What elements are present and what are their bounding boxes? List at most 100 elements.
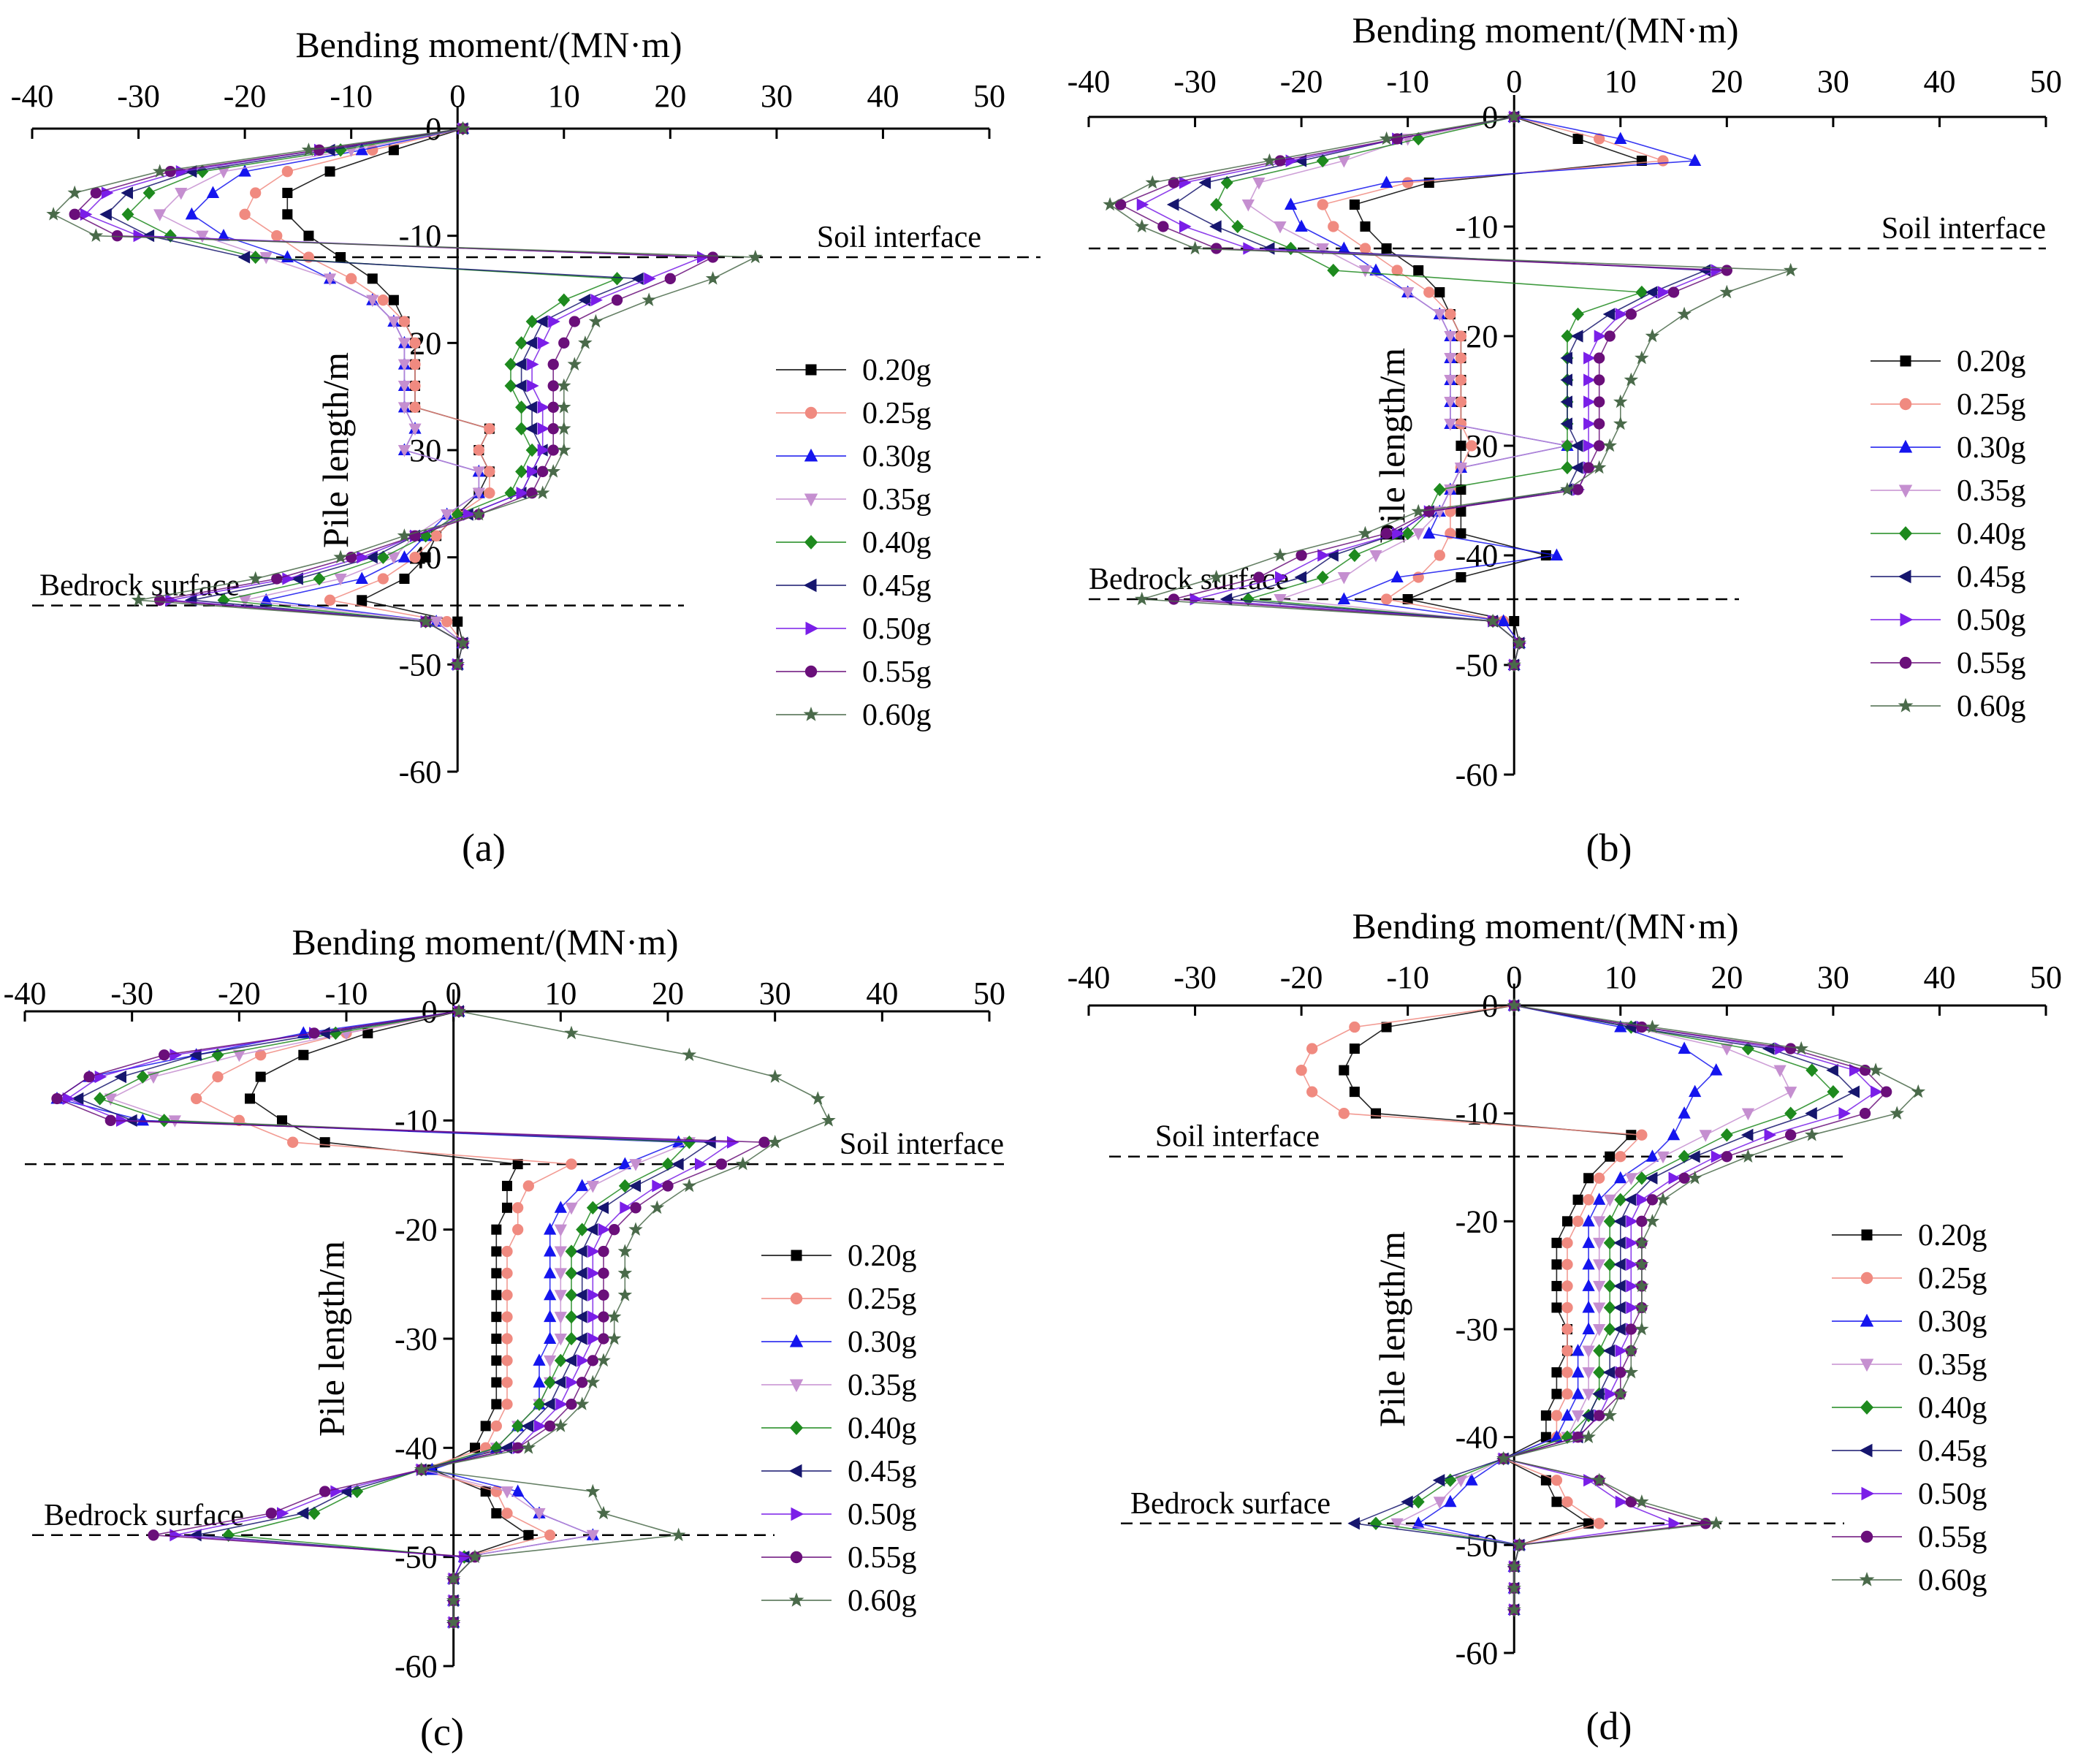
data-point bbox=[1594, 418, 1605, 430]
data-point bbox=[468, 1549, 482, 1564]
legend-label: 0.25g bbox=[848, 1282, 917, 1316]
data-point bbox=[1507, 1581, 1522, 1594]
data-point bbox=[472, 466, 485, 479]
data-point bbox=[1454, 463, 1468, 475]
data-point bbox=[587, 1355, 598, 1366]
data-point bbox=[544, 1309, 557, 1323]
data-point bbox=[1668, 1171, 1681, 1185]
legend-entry: 0.45g bbox=[1832, 1434, 1987, 1468]
data-point bbox=[455, 121, 471, 135]
x-tick-label: 0 bbox=[449, 78, 465, 114]
y-tick-label: -10 bbox=[1456, 1096, 1499, 1132]
x-tick-label: -20 bbox=[1280, 959, 1323, 995]
data-point bbox=[175, 188, 188, 200]
x-tick-label: 10 bbox=[1605, 959, 1637, 995]
data-point bbox=[501, 1311, 513, 1323]
data-point bbox=[1583, 395, 1596, 408]
data-point bbox=[277, 1115, 287, 1126]
series-line bbox=[73, 128, 713, 665]
data-point bbox=[504, 357, 517, 371]
data-point bbox=[1561, 1430, 1574, 1444]
data-point bbox=[71, 1092, 84, 1106]
data-point bbox=[1401, 1495, 1413, 1508]
data-point bbox=[1635, 1171, 1648, 1185]
data-point bbox=[598, 1223, 611, 1236]
data-point bbox=[1423, 286, 1435, 298]
data-point bbox=[1274, 594, 1287, 607]
data-point bbox=[1624, 1343, 1639, 1357]
x-tick-label: 0 bbox=[1506, 64, 1522, 99]
data-point bbox=[587, 1288, 600, 1301]
legend-marker bbox=[804, 665, 818, 678]
data-point bbox=[67, 185, 83, 199]
data-point bbox=[1571, 330, 1583, 343]
legend-entry: 0.25g bbox=[761, 1282, 917, 1316]
data-point bbox=[501, 1377, 513, 1388]
data-point bbox=[1328, 221, 1339, 232]
data-point bbox=[596, 1201, 609, 1214]
data-point bbox=[1285, 154, 1298, 167]
data-point bbox=[618, 1157, 631, 1170]
data-point bbox=[1591, 1472, 1607, 1486]
legend-label: 0.60g bbox=[848, 1584, 917, 1618]
data-point bbox=[1613, 1214, 1626, 1228]
legend-marker bbox=[1861, 1229, 1873, 1241]
data-point bbox=[484, 423, 495, 435]
data-point bbox=[1551, 1259, 1562, 1270]
legend-label: 0.20g bbox=[862, 354, 932, 387]
legend-label: 0.20g bbox=[848, 1239, 917, 1273]
data-point bbox=[1179, 220, 1192, 233]
data-point bbox=[1614, 1020, 1627, 1033]
legend-marker bbox=[1899, 656, 1912, 669]
x-tick-label: 20 bbox=[652, 976, 684, 1011]
data-point bbox=[543, 1397, 555, 1411]
data-point bbox=[810, 1091, 826, 1105]
series-0.20g bbox=[1339, 1000, 1637, 1615]
data-point bbox=[1677, 306, 1692, 321]
x-axis-title: Bending moment/(MN·m) bbox=[295, 24, 682, 65]
data-point bbox=[525, 422, 538, 436]
data-point bbox=[1339, 1065, 1350, 1076]
data-point bbox=[554, 1224, 567, 1237]
data-point bbox=[1583, 417, 1596, 430]
data-point bbox=[334, 574, 347, 586]
x-tick-label: 20 bbox=[1711, 959, 1743, 995]
data-point bbox=[525, 400, 538, 414]
data-point bbox=[1615, 1151, 1626, 1163]
data-point bbox=[265, 1508, 277, 1519]
data-point bbox=[1890, 1106, 1905, 1120]
data-point bbox=[1613, 1258, 1626, 1271]
data-point bbox=[1444, 1494, 1457, 1508]
data-point bbox=[484, 465, 495, 477]
data-point bbox=[1560, 417, 1572, 430]
data-point bbox=[598, 1289, 609, 1301]
legend-marker bbox=[803, 707, 819, 721]
data-point bbox=[567, 357, 582, 371]
x-tick-label: -10 bbox=[1386, 64, 1429, 99]
data-point bbox=[232, 1049, 246, 1062]
data-point bbox=[1295, 1064, 1307, 1076]
data-point bbox=[397, 381, 411, 393]
data-point bbox=[1262, 242, 1275, 255]
series-0.20g bbox=[245, 1006, 534, 1628]
data-point bbox=[1145, 175, 1160, 189]
data-point bbox=[544, 1223, 557, 1235]
data-point bbox=[1603, 1214, 1616, 1228]
y-tick-label: -40 bbox=[1456, 1420, 1499, 1456]
data-point bbox=[237, 251, 251, 264]
data-point bbox=[1306, 1043, 1318, 1054]
data-point bbox=[661, 1157, 674, 1171]
data-point bbox=[1444, 397, 1457, 409]
legend-label: 0.40g bbox=[862, 526, 932, 560]
data-point bbox=[1689, 153, 1702, 166]
legend-marker bbox=[1860, 1530, 1873, 1543]
data-point bbox=[544, 1266, 557, 1279]
data-point bbox=[1465, 1473, 1478, 1486]
data-point bbox=[1615, 1495, 1628, 1508]
legend-entry: 0.20g bbox=[1871, 345, 2026, 379]
data-point bbox=[491, 1355, 502, 1366]
data-point bbox=[1603, 1279, 1616, 1293]
data-point bbox=[617, 1288, 633, 1301]
data-point bbox=[1134, 591, 1149, 606]
legend-label: 0.50g bbox=[1957, 604, 2026, 637]
